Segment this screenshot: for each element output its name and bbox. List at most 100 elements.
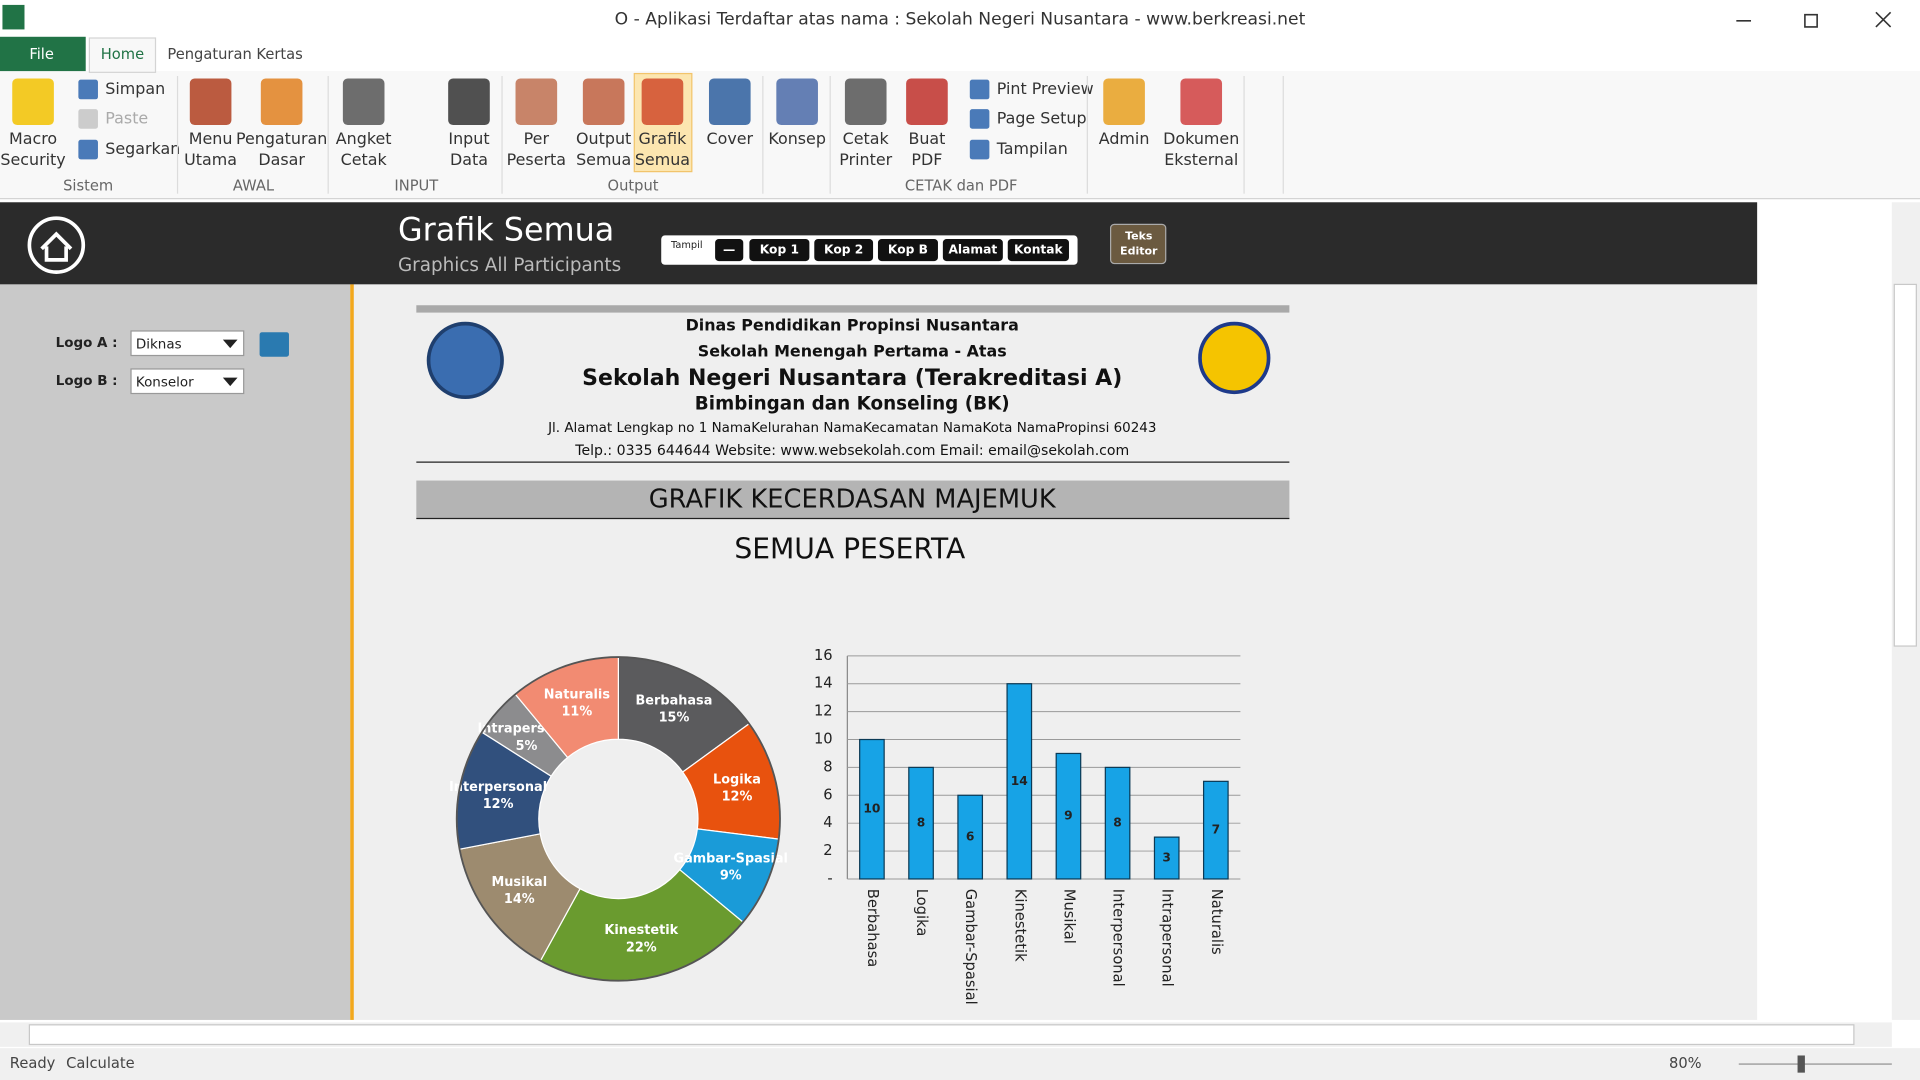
logo-a-label: Logo A : [56, 335, 118, 351]
ribbon-button-label: Pengaturan [236, 129, 327, 148]
ribbon-button-label: Eksternal [1164, 150, 1238, 169]
bar-value-label: 3 [1162, 851, 1171, 865]
image-button[interactable] [259, 332, 289, 357]
ribbon-button-label: Security [0, 150, 65, 169]
ribbon-icon[interactable] [515, 78, 558, 126]
x-tick-label: Musikal [1060, 889, 1077, 944]
ribbon-small-button: Page Setup [997, 108, 1087, 127]
status-calculate: Calculate [66, 1055, 135, 1072]
small-icon[interactable] [78, 79, 98, 100]
x-tick-label: Logika [913, 889, 930, 937]
bar-value-label: 8 [917, 816, 926, 830]
v-scroll-thumb[interactable] [1893, 283, 1917, 647]
small-icon[interactable] [969, 139, 990, 160]
letterhead-line: Sekolah Menengah Pertama - Atas [698, 341, 1007, 360]
bar-value-label: 7 [1212, 823, 1221, 837]
donut-label: Kinestetik [604, 923, 678, 938]
ribbon-bg [0, 71, 1920, 199]
ribbon-icon[interactable] [448, 78, 490, 126]
window-title: O - Aplikasi Terdaftar atas nama : Sekol… [615, 10, 1306, 30]
bar [859, 738, 885, 880]
editor-label: Editor [1120, 244, 1158, 257]
ribbon-icon[interactable] [260, 78, 303, 126]
donut-value-label: 5% [516, 739, 538, 754]
home-button[interactable] [27, 216, 86, 274]
ribbon-icon[interactable] [582, 78, 625, 126]
toolbar-button-label: Kop B [888, 243, 928, 257]
donut-value-label: 11% [562, 705, 593, 720]
toolbar-button[interactable] [814, 239, 874, 262]
editor-button[interactable] [1110, 223, 1167, 265]
y-tick-label: 2 [823, 842, 832, 859]
donut-value-label: 14% [504, 892, 535, 907]
heading: SEMUA PESERTA [734, 532, 966, 565]
donut-value-label: 22% [626, 940, 657, 955]
ribbon-tab: Home [101, 46, 144, 63]
small-icon[interactable] [78, 139, 98, 160]
ribbon-button-label: Menu [189, 129, 233, 148]
ribbon-group-label: CETAK dan PDF [905, 177, 1018, 194]
ribbon-small-button: Simpan [105, 79, 165, 98]
ribbon-button-label: Grafik [639, 129, 688, 148]
donut-value-label: 12% [722, 789, 753, 804]
ribbon-button-label: Angket [336, 129, 392, 148]
y-tick-label: 6 [823, 786, 832, 803]
ribbon-button-label: Input [448, 129, 489, 148]
ribbon-button-label: Cover [707, 129, 754, 148]
home-tab-bg[interactable] [88, 37, 157, 73]
x-tick-label: Berbahasa [864, 889, 881, 967]
toolbar-button[interactable] [877, 239, 938, 262]
toolbar-button[interactable] [942, 239, 1003, 262]
ribbon-small-button: Pint Preview [997, 79, 1094, 98]
ribbon-icon[interactable] [1180, 78, 1223, 126]
ribbon-icon[interactable] [776, 78, 818, 126]
letterhead-line: Sekolah Negeri Nusantara (Terakreditasi … [582, 366, 1122, 391]
ribbon-icon[interactable] [708, 78, 751, 126]
ribbon-small-button: Segarkan [105, 139, 180, 158]
ribbon-button-label: Per [524, 129, 550, 148]
excel-icon [2, 4, 25, 30]
ribbon-icon[interactable] [342, 78, 385, 126]
toolbar-label: Tampil [670, 240, 703, 251]
ribbon-button-label: Cetak [341, 150, 388, 169]
ribbon-button-label: Admin [1099, 129, 1150, 148]
letterhead-line: Bimbingan dan Konseling (BK) [695, 394, 1010, 415]
donut-label: Berbahasa [636, 694, 713, 709]
small-icon[interactable] [78, 109, 98, 129]
sheet-title: Grafik Semua [398, 211, 614, 249]
donut-value-label: 12% [483, 797, 514, 812]
logo-a-dropdown[interactable] [130, 330, 245, 357]
window-controls[interactable] [1736, 11, 1892, 28]
ribbon-small-button: Paste [105, 108, 148, 127]
sheet-subtitle: Graphics All Participants [398, 255, 621, 276]
ribbon-icon[interactable] [844, 78, 887, 126]
zoom-thumb[interactable] [1797, 1055, 1805, 1073]
logo-b-dropdown[interactable] [130, 368, 245, 395]
file-tab-bg[interactable] [0, 36, 86, 72]
toolbar-button[interactable] [1007, 239, 1069, 262]
banner: GRAFIK KECERDASAN MAJEMUK [649, 485, 1057, 515]
donut-label: Musikal [491, 875, 547, 890]
ribbon-button-label: Konsep [768, 129, 826, 148]
ribbon-small-button: Tampilan [996, 139, 1068, 158]
ribbon-icon[interactable] [189, 78, 232, 126]
letterhead-line: Dinas Pendidikan Propinsi Nusantara [686, 316, 1019, 335]
ribbon-icon[interactable] [906, 78, 948, 126]
y-tick-label: - [827, 870, 832, 887]
y-tick-label: 10 [814, 731, 833, 748]
ribbon-button-label: Data [450, 150, 488, 169]
bar-value-label: 14 [1011, 774, 1028, 788]
content: O - Aplikasi Terdaftar atas nama : Sekol… [0, 10, 1892, 1073]
ribbon-icon[interactable] [12, 78, 54, 126]
ribbon-button-label: Buat [908, 129, 945, 148]
ribbon-icon[interactable] [641, 78, 684, 126]
donut-label: Interpersonal [449, 780, 547, 795]
ribbon-icon[interactable] [1103, 78, 1145, 126]
small-icon[interactable] [969, 109, 990, 129]
toolbar-button[interactable] [749, 239, 810, 262]
toolbar-button[interactable] [715, 239, 744, 262]
small-icon[interactable] [969, 79, 990, 100]
y-tick-label: 4 [823, 814, 832, 831]
h-scroll-thumb[interactable] [28, 1024, 1855, 1046]
